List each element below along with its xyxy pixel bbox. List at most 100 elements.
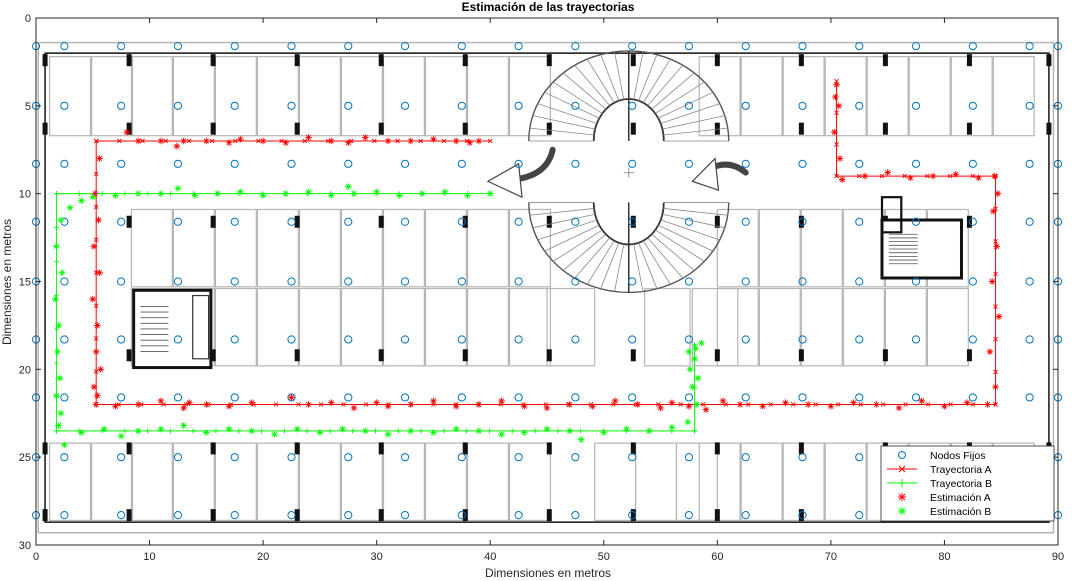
fixed-node	[60, 511, 69, 520]
fixed-node	[60, 159, 69, 168]
fixed-node	[60, 101, 69, 110]
legend-label: Trayectoria A	[930, 464, 991, 476]
estimacion-b-point	[350, 190, 358, 197]
fixed-node	[855, 335, 864, 344]
fixed-node	[968, 217, 977, 226]
parking-bay	[214, 208, 257, 288]
fixed-node	[287, 453, 296, 462]
parking-bay	[256, 287, 299, 367]
fixed-node	[230, 101, 239, 110]
trayectoria-a-marker	[903, 402, 908, 407]
fixed-node	[230, 453, 239, 462]
trayectoria-a-marker	[993, 369, 998, 375]
parking-bay	[340, 208, 383, 288]
ramp-step	[638, 54, 658, 101]
fixed-node	[1025, 393, 1034, 402]
trayectoria-a-marker	[993, 271, 998, 277]
estimacion-b-point	[684, 418, 692, 426]
estimacion-a-point	[543, 404, 551, 412]
trayectoria-b-marker	[441, 428, 447, 434]
estimacion-b-point	[117, 432, 125, 440]
estimacion-b-point	[214, 190, 221, 197]
estimacion-a-point	[986, 348, 994, 356]
legend-label: Trayectoria B	[930, 478, 992, 490]
fixed-node	[457, 277, 466, 286]
estimacion-b-point	[78, 197, 85, 204]
fixed-node	[514, 42, 523, 51]
legend-marker-star	[898, 507, 906, 515]
estimacion-b-point	[668, 424, 676, 431]
y-axis-label: Dimensiones en metros	[0, 219, 14, 345]
fixed-node	[117, 277, 126, 286]
estimacion-b-point	[577, 436, 585, 443]
pillar	[462, 54, 468, 67]
estimacion-a-point	[134, 401, 142, 408]
pillar	[546, 122, 552, 135]
estimacion-b-point	[327, 192, 335, 199]
trayectoria-a-marker	[93, 336, 99, 341]
fixed-node	[628, 217, 637, 226]
ramp-step	[660, 103, 720, 124]
pillar	[798, 122, 804, 135]
estimacion-b-point	[396, 192, 403, 199]
pillar	[126, 215, 132, 228]
estimacion-b-point	[282, 190, 290, 197]
trayectoria-a-marker	[834, 173, 839, 179]
trayectoria-a-marker	[93, 171, 99, 177]
trayectoria-b-marker	[190, 428, 196, 434]
estimacion-a-point	[96, 155, 103, 162]
estimacion-b-point	[100, 425, 108, 433]
fixed-node	[287, 217, 296, 226]
estimacion-a-point	[180, 137, 187, 145]
fixed-node	[457, 335, 466, 344]
trayectoria-b-marker	[168, 191, 174, 197]
parking-bay	[842, 287, 885, 367]
ramp-step	[654, 229, 705, 262]
fixed-node	[60, 453, 69, 462]
estimacion-a-point	[832, 93, 839, 101]
trayectoria-a-marker	[835, 402, 841, 407]
estimacion-a-point	[991, 172, 998, 180]
estimacion-a-point	[95, 216, 102, 224]
estimacion-a-point	[173, 142, 181, 150]
pillar	[126, 54, 132, 67]
trayectoria-a-marker	[834, 78, 839, 84]
fixed-node	[344, 159, 353, 168]
trayectoria-b-marker	[99, 191, 105, 197]
pillar	[126, 509, 132, 522]
trayectoria-b-marker	[145, 191, 151, 197]
fixed-node	[117, 393, 126, 402]
fixed-node	[911, 42, 921, 51]
fixed-node	[911, 277, 921, 286]
legend: Nodos Fijos Trayectoria A Trayectoria B …	[880, 445, 1055, 522]
fixed-node	[571, 42, 580, 51]
ramp-step	[633, 51, 644, 100]
x-tick-label: 80	[938, 551, 950, 563]
trayectoria-b-marker	[281, 428, 287, 434]
pillar	[798, 54, 804, 67]
estimacion-b-point	[259, 192, 267, 199]
estimacion-a-point	[520, 402, 528, 410]
estimacion-b-point	[56, 374, 64, 382]
estimacion-b-point	[134, 190, 142, 197]
arrow-left-head	[486, 162, 523, 199]
estimacion-a-point	[384, 402, 392, 410]
ramp-step	[638, 242, 658, 289]
trayectoria-a-marker	[970, 402, 976, 407]
trayectoria-b-marker	[53, 191, 59, 197]
fixed-node	[571, 159, 580, 168]
estimacion-a-point	[134, 137, 142, 145]
parking-bay	[800, 287, 843, 367]
parking-bay	[424, 287, 467, 367]
estimacion-b-point	[52, 295, 59, 303]
pillar	[546, 442, 552, 455]
pillar	[546, 54, 552, 67]
estimacion-a-point	[988, 278, 996, 285]
fixed-node	[1025, 335, 1034, 344]
estimacion-a-point	[407, 137, 415, 145]
estimacion-b-point	[486, 190, 494, 197]
fixed-node	[173, 159, 183, 168]
estimacion-b-point	[498, 431, 505, 438]
trayectoria-a-marker	[925, 173, 930, 179]
ramp-step	[663, 127, 728, 136]
